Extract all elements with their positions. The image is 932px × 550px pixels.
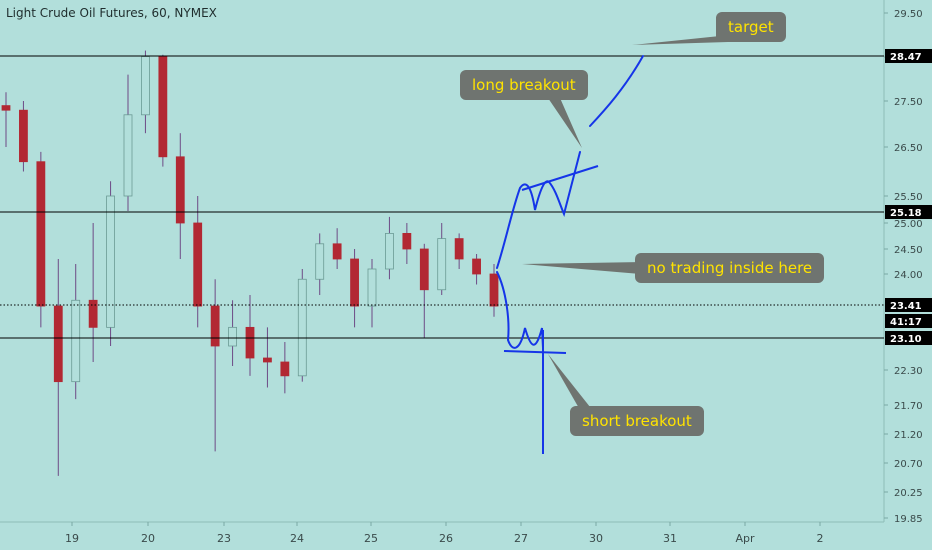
x-tick-label: 31 [663,532,677,545]
x-tick-label: 23 [217,532,231,545]
candle-body [263,357,272,363]
y-tick-label: 29.50 [894,9,923,20]
y-tick-label: 26.50 [894,143,923,154]
candle-body [350,258,359,307]
x-tick-label: 30 [589,532,603,545]
candle-body [123,114,133,197]
candle-body [106,195,115,328]
y-tick-label: 24.50 [894,245,923,256]
no-trading-pointer [522,262,640,274]
short-breakout-pointer [548,354,594,412]
y-tick-label: 21.70 [894,401,923,412]
candle-body [36,161,46,307]
candle-body [19,109,28,163]
candle-body [71,299,81,383]
callout-short-breakout: short breakout [570,406,704,436]
candle-body [88,299,98,328]
candle-body [454,238,464,260]
level-price-label: 28.47 [890,52,922,63]
y-tick-label: 20.70 [894,459,923,470]
level-price-tag [885,205,932,219]
candle-body [332,243,342,260]
level-price-label: 25.18 [890,208,922,219]
candle-body [297,278,307,377]
candle-body [385,232,394,270]
candle-body [402,232,412,250]
x-tick-label: 27 [514,532,528,545]
symbol-title: Light Crude Oil Futures, 60, NYMEX [6,6,217,20]
y-tick-label: 25.00 [894,219,923,230]
y-tick-label: 27.50 [894,97,923,108]
candle-body [437,238,447,291]
candle-body [472,258,481,275]
candle-body [53,305,63,383]
candle-body [315,243,325,280]
y-tick-label: 19.85 [894,514,923,525]
candle-body [419,248,429,291]
candle-body [175,156,185,224]
y-tick-label: 21.20 [894,430,923,441]
level-price-label: 23.41 [890,301,922,312]
long-breakout-path [496,151,581,269]
candle-body [245,326,255,359]
callout-no-trading: no trading inside here [635,253,825,283]
candle-body [210,305,220,347]
level-price-tag [885,49,932,63]
candle-body [367,268,377,307]
candle-body [489,273,499,307]
level-price-label: 23.10 [890,334,922,345]
x-tick-label: 20 [141,532,155,545]
countdown-tag [885,314,932,328]
candle-body [193,222,203,307]
long-trendline [521,165,599,191]
y-tick-label: 24.00 [894,270,923,281]
candle-body [228,326,237,347]
target-pointer [632,36,728,45]
candle-body [158,56,168,158]
callout-target: target [716,12,786,42]
short-trendline [503,350,567,354]
x-tick-label: 19 [65,532,79,545]
x-tick-label: 24 [290,532,304,545]
target-path [589,55,644,127]
candle-body [141,56,150,116]
y-tick-label: 22.30 [894,366,923,377]
short-breakout-path [496,271,544,349]
x-tick-label: 26 [439,532,453,545]
x-tick-label: 2 [817,532,824,545]
candle-body [1,105,11,111]
countdown-label: 41:17 [890,317,922,328]
candle-body [280,361,290,377]
level-price-tag [885,331,932,345]
x-tick-label: Apr [735,532,755,545]
level-price-tag [885,298,932,312]
x-tick-label: 25 [364,532,378,545]
callout-long-breakout: long breakout [460,70,588,100]
y-tick-label: 20.25 [894,488,923,499]
y-tick-label: 25.50 [894,192,923,203]
